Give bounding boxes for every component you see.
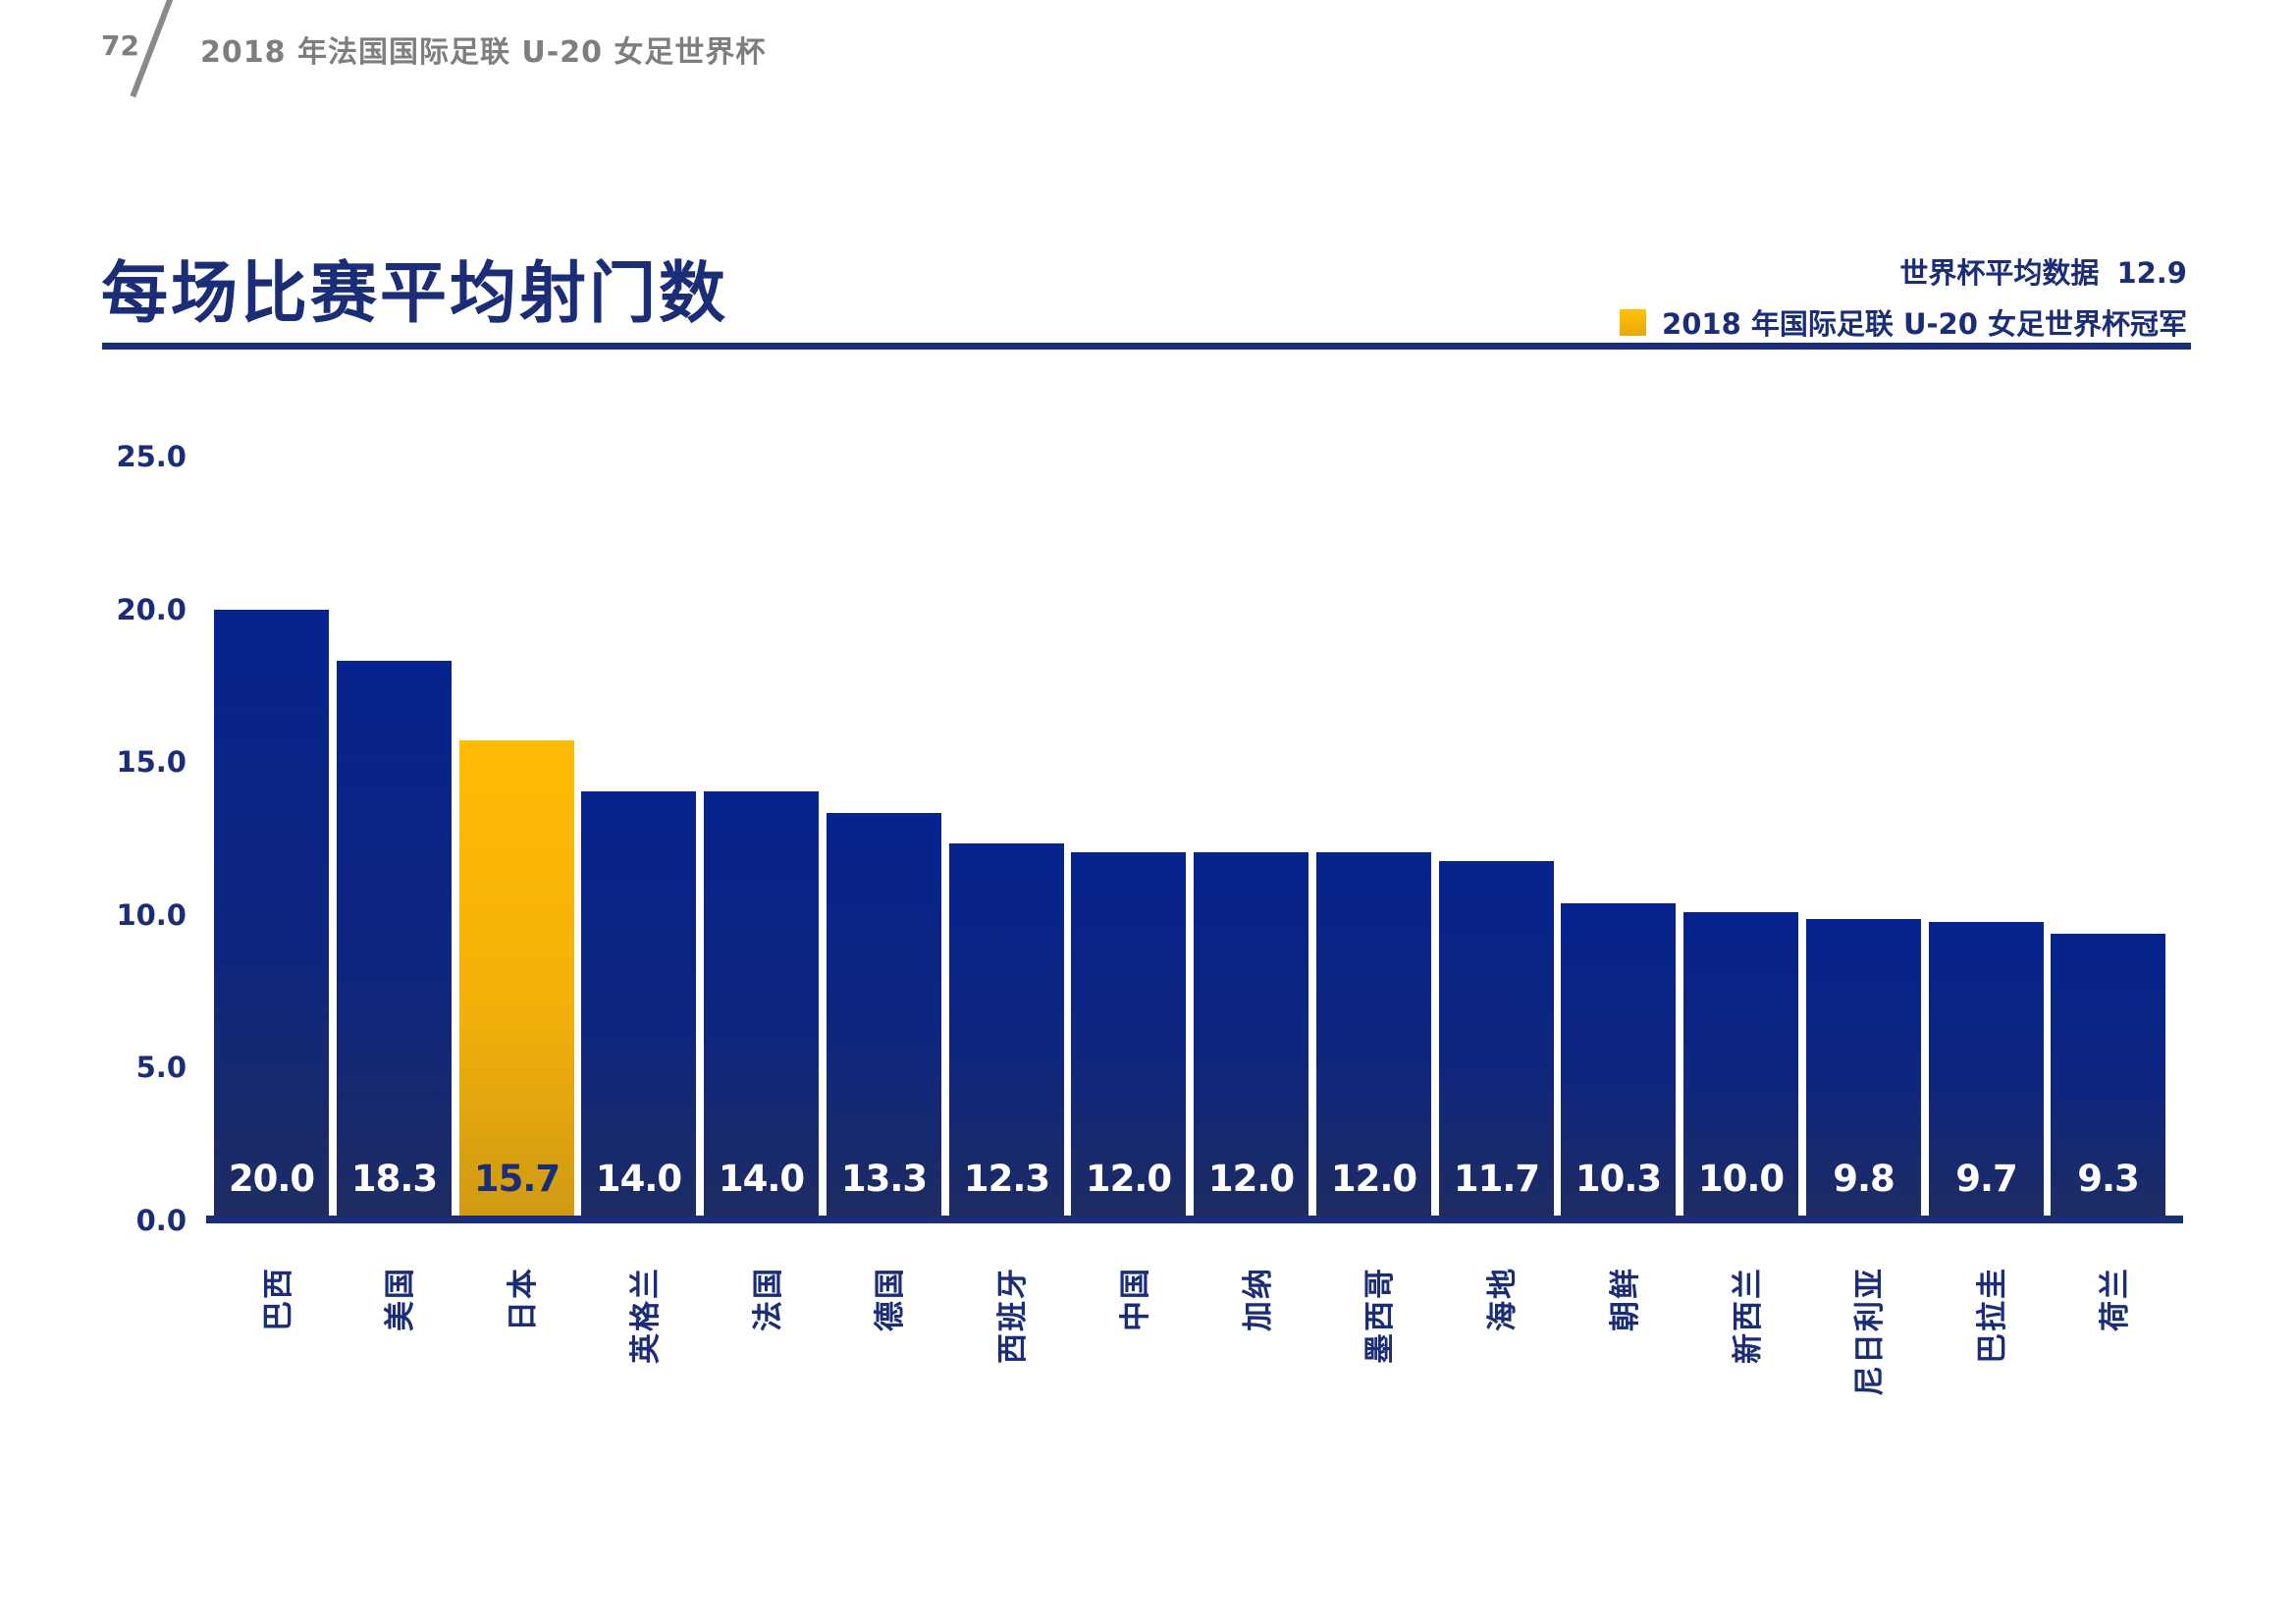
y-axis-tick-label: 5.0 — [135, 1051, 187, 1084]
x-axis-label: 法国 — [751, 1267, 786, 1331]
bar-value-label: 12.3 — [963, 1158, 1050, 1200]
bar-value-label: 18.3 — [350, 1158, 438, 1200]
bar-value-label: 20.0 — [228, 1158, 315, 1200]
bar: 14.0 — [581, 791, 696, 1216]
bar: 14.0 — [704, 791, 819, 1216]
y-axis-tick-label: 20.0 — [116, 593, 187, 626]
bar: 9.7 — [1929, 922, 2044, 1216]
bar-value-label: 9.8 — [1833, 1158, 1896, 1200]
x-axis-baseline — [206, 1216, 2183, 1223]
bar-value-label: 13.3 — [840, 1158, 928, 1200]
bar-value-label: 10.3 — [1575, 1158, 1662, 1200]
bar-plot-area: 20.0 18.3 15.7 14.0 14.0 13.3 12.3 12.0 12.0 12.0… — [214, 0, 2177, 1216]
page-number: 72 — [101, 29, 139, 62]
bar-champion: 15.7 — [459, 740, 574, 1216]
y-axis-tick-label: 10.0 — [116, 898, 187, 932]
bar: 13.3 — [827, 813, 941, 1216]
chart-legend: 世界杯平均数据 12.9 2018 年国际足联 U-20 女足世界杯冠军 — [1620, 250, 2187, 343]
x-axis-label: 中国 — [1118, 1267, 1153, 1331]
report-header-title: 2018 年法国国际足联 U-20 女足世界杯 — [200, 35, 767, 70]
x-axis-label: 德国 — [873, 1267, 908, 1331]
bar-value-label: 9.3 — [2077, 1158, 2140, 1200]
bar: 12.0 — [1071, 852, 1186, 1216]
bar-value-label: 11.7 — [1453, 1158, 1540, 1200]
x-axis-label: 美国 — [383, 1267, 418, 1331]
bar: 10.0 — [1683, 912, 1798, 1216]
bar: 12.3 — [949, 843, 1064, 1216]
x-axis-label: 巴拉圭 — [1975, 1267, 2010, 1364]
x-axis-label: 加纳 — [1241, 1267, 1276, 1331]
y-axis-tick-label: 15.0 — [116, 745, 187, 779]
x-axis-label: 荷兰 — [2098, 1267, 2133, 1331]
y-axis-tick-label: 0.0 — [135, 1204, 187, 1237]
bar-value-label: 15.7 — [473, 1158, 561, 1200]
bar-value-label: 12.0 — [1085, 1158, 1172, 1200]
bar-value-label: 14.0 — [595, 1158, 682, 1200]
legend-average-label: 世界杯平均数据 — [1899, 256, 2100, 290]
bar-value-label: 10.0 — [1697, 1158, 1785, 1200]
bar: 11.7 — [1439, 861, 1554, 1216]
x-axis-label: 巴西 — [261, 1267, 296, 1331]
x-axis-label: 日本 — [506, 1267, 541, 1331]
x-axis-label: 海地 — [1485, 1267, 1521, 1331]
bar-value-label: 12.0 — [1330, 1158, 1417, 1200]
bar: 18.3 — [337, 661, 452, 1216]
legend-champion-line: 2018 年国际足联 U-20 女足世界杯冠军 — [1620, 301, 2187, 343]
chart-title: 每场比赛平均射门数 — [101, 255, 729, 333]
bar: 20.0 — [214, 610, 329, 1216]
bar-value-label: 9.7 — [1955, 1158, 2018, 1200]
bar: 12.0 — [1194, 852, 1308, 1216]
bar: 9.3 — [2051, 934, 2165, 1216]
x-axis-label: 西班牙 — [995, 1267, 1031, 1364]
legend-champion-label: 2018 年国际足联 U-20 女足世界杯冠军 — [1662, 307, 2187, 341]
x-axis-label: 尼日利亚 — [1852, 1267, 1888, 1396]
x-axis-label: 朝鲜 — [1608, 1267, 1643, 1331]
legend-average-value: 12.9 — [2116, 256, 2187, 290]
x-axis-label: 新西兰 — [1731, 1267, 1766, 1364]
y-axis-tick-label: 25.0 — [116, 440, 187, 473]
bar-value-label: 12.0 — [1207, 1158, 1295, 1200]
title-underline-rule — [102, 343, 2191, 350]
bar: 12.0 — [1316, 852, 1431, 1216]
bar-value-label: 14.0 — [718, 1158, 805, 1200]
bar: 10.3 — [1561, 903, 1676, 1216]
champion-color-swatch-icon — [1620, 308, 1647, 336]
x-axis-label: 墨西哥 — [1362, 1267, 1398, 1364]
legend-average-line: 世界杯平均数据 12.9 — [1620, 250, 2187, 292]
bar: 9.8 — [1806, 919, 1921, 1216]
x-axis-label: 英格兰 — [628, 1267, 664, 1364]
